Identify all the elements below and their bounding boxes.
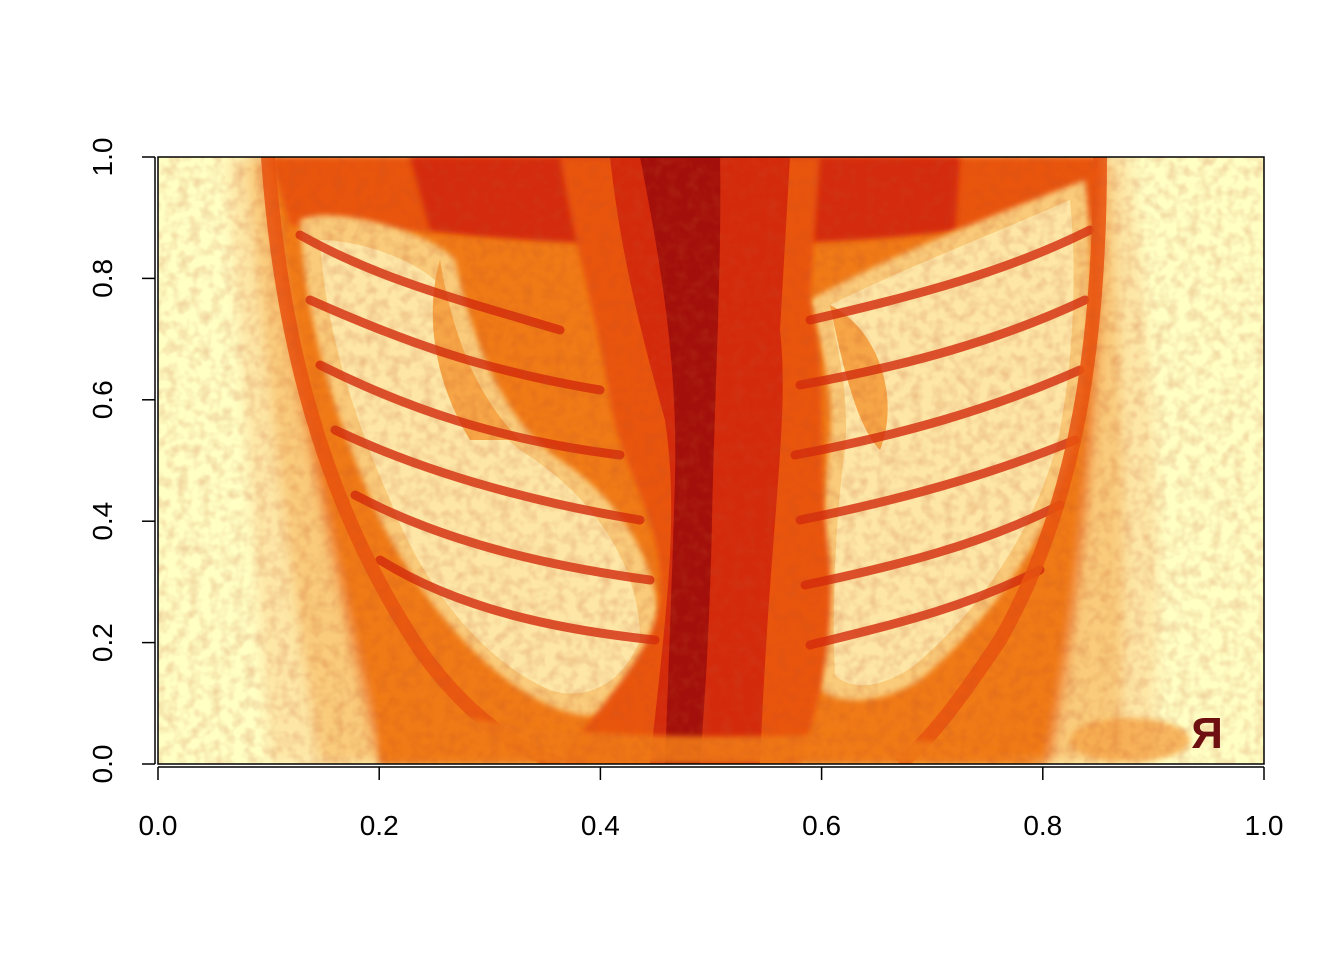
y-axis: 0.0 0.2 0.4 0.6 0.8 1.0 xyxy=(87,138,156,784)
x-tick-label: 1.0 xyxy=(1245,810,1284,841)
x-tick-label: 0.4 xyxy=(581,810,620,841)
x-tick-label: 0.8 xyxy=(1023,810,1062,841)
plot-frame xyxy=(157,156,1265,765)
x-tick-label: 0.6 xyxy=(802,810,841,841)
r-marker: R xyxy=(1191,709,1223,758)
y-tick-label: 0.4 xyxy=(87,502,118,541)
y-tick-label: 1.0 xyxy=(87,138,118,177)
heatmap-image xyxy=(158,157,1264,764)
y-tick-label: 0.6 xyxy=(87,380,118,419)
x-tick-label: 0.2 xyxy=(360,810,399,841)
y-tick-label: 0.0 xyxy=(87,745,118,784)
y-tick-label: 0.2 xyxy=(87,623,118,662)
y-tick-label: 0.8 xyxy=(87,259,118,298)
x-tick-label: 0.0 xyxy=(139,810,178,841)
r-marker-label: R xyxy=(1191,709,1223,758)
x-axis: 0.0 0.2 0.4 0.6 0.8 1.0 xyxy=(139,766,1284,841)
